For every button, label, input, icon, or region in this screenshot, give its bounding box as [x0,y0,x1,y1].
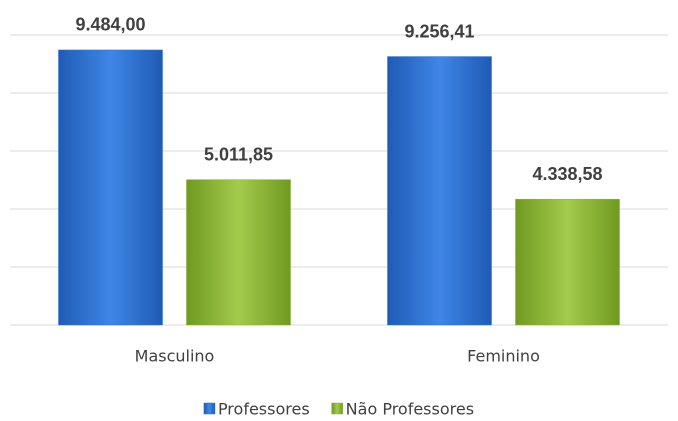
value-label: 9.256,41 [404,21,474,41]
bar [58,49,163,326]
legend-label: Professores [218,400,310,419]
legend-swatch [331,402,343,415]
legend-label: Não Professores [346,400,474,419]
x-tick-label: Feminino [467,347,540,366]
bar [387,56,492,326]
bar [515,198,620,326]
value-label: 4.338,58 [532,164,602,184]
bar [186,179,291,326]
value-label: 9.484,00 [75,15,145,35]
x-tick-label: Masculino [135,347,215,366]
value-label: 5.011,85 [204,144,273,164]
legend-swatch [203,402,216,415]
